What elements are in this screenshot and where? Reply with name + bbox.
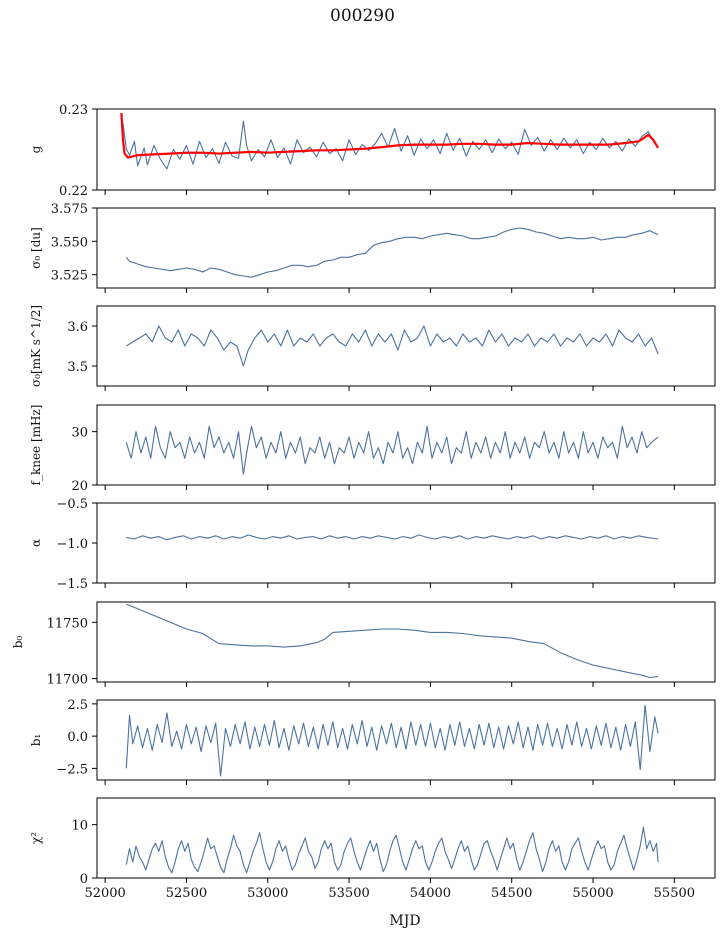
panel-alpha: −1.5 −1.0 −0.5 α [29, 497, 716, 592]
y-axis-label-b0: b₀ [11, 636, 25, 649]
axes-frame-alpha [96, 502, 716, 584]
x-tick-label: 52000 [84, 886, 125, 901]
x-tick-label: 55000 [572, 886, 613, 901]
axes-frame-g [96, 108, 716, 191]
y-tick-label: 3.5 [67, 360, 88, 375]
axes-frame-chi2 [96, 797, 716, 879]
y-axis-label-g: g [29, 145, 43, 153]
axes-frame-sigma0-mks [96, 305, 716, 387]
series-line-chi2 [125, 826, 659, 874]
panel-chi2: 0 10 52000 52500 53000 53500 54000 54500 55000 55… [29, 797, 716, 901]
y-tick-label: 3.6 [67, 320, 88, 335]
y-tick-label: 20 [71, 479, 88, 494]
y-tick-label: 11750 [47, 616, 88, 631]
y-axis-label-alpha: α [29, 539, 43, 547]
y-axis-label-chi2: χ² [29, 832, 43, 844]
y-tick-label: 2.5 [67, 698, 88, 713]
series-line-fknee [125, 425, 659, 475]
y-axis-label-fknee: f_knee [mHz] [29, 405, 43, 486]
y-tick-label: 0.22 [59, 184, 88, 199]
x-tick-label: 54500 [491, 886, 532, 901]
y-axis-label-sigma0-mks: σ₀[mK s^1/2] [29, 305, 43, 387]
y-axis-label-sigma0-du: σ₀ [du] [29, 227, 43, 269]
panel-b1: −2.5 0.0 2.5 b₁ [29, 698, 716, 785]
panel-b0: 11700 11750 b₀ [11, 601, 716, 688]
axes-frame-fknee [96, 404, 716, 486]
series-line-sigma0-du [125, 227, 659, 278]
panel-g: 0.22 0.23 g [29, 103, 716, 199]
y-tick-label: 3.550 [51, 235, 88, 250]
axes-frame-b1 [96, 699, 716, 781]
x-tick-label: 52500 [166, 886, 207, 901]
series-line-g [122, 120, 656, 170]
y-tick-label: −2.5 [56, 762, 88, 777]
x-axis-label: MJD [389, 913, 420, 929]
axes-frame-b0 [96, 601, 716, 683]
series-line-b0 [126, 603, 659, 679]
panel-fknee: 20 30 f_knee [mHz] [29, 404, 716, 494]
y-tick-label: 10 [71, 819, 88, 834]
y-tick-label: 3.525 [51, 269, 88, 284]
series-line-sigma0-mks [126, 325, 659, 367]
x-tick-label: 54000 [410, 886, 451, 901]
x-tick-label: 55500 [654, 886, 695, 901]
y-tick-label: −1.5 [56, 577, 88, 592]
y-tick-label: 3.575 [51, 202, 88, 217]
panel-sigma0-du: 3.525 3.550 3.575 σ₀ [du] [29, 202, 716, 293]
x-tick-label: 53000 [247, 886, 288, 901]
y-tick-label: −1.0 [56, 537, 88, 552]
y-tick-label: 11700 [47, 673, 88, 688]
y-tick-label: 0 [80, 872, 88, 887]
y-tick-label: 0.0 [67, 730, 88, 745]
y-tick-label: 0.23 [59, 103, 88, 118]
series-line-g-overlay [120, 112, 660, 159]
y-tick-label: 30 [71, 426, 88, 441]
figure-title: 000290 [330, 6, 395, 26]
y-tick-label: −0.5 [56, 497, 88, 512]
y-axis-label-b1: b₁ [29, 734, 43, 747]
series-line-b1 [125, 704, 659, 777]
axes-frame-sigma0-du [96, 207, 716, 289]
x-tick-label: 53500 [328, 886, 369, 901]
series-line-alpha [126, 534, 659, 541]
panel-sigma0-mks: 3.5 3.6 σ₀[mK s^1/2] [29, 305, 716, 391]
